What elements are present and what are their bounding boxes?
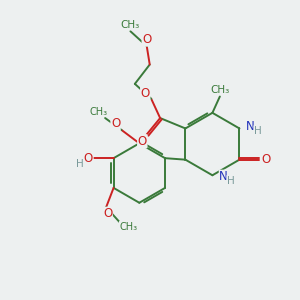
Text: H: H — [254, 126, 262, 136]
Text: N: N — [246, 121, 255, 134]
Text: O: O — [141, 87, 150, 100]
Text: CH₃: CH₃ — [119, 221, 137, 232]
Text: CH₃: CH₃ — [89, 106, 108, 116]
Text: N: N — [219, 170, 228, 183]
Text: O: O — [103, 207, 112, 220]
Text: H: H — [227, 176, 235, 186]
Text: CH₃: CH₃ — [210, 85, 230, 95]
Text: O: O — [138, 135, 147, 148]
Text: H: H — [76, 159, 84, 169]
Text: O: O — [84, 152, 93, 165]
Text: CH₃: CH₃ — [120, 20, 140, 30]
Text: O: O — [261, 153, 270, 166]
Text: O: O — [142, 33, 152, 46]
Text: O: O — [111, 118, 120, 130]
